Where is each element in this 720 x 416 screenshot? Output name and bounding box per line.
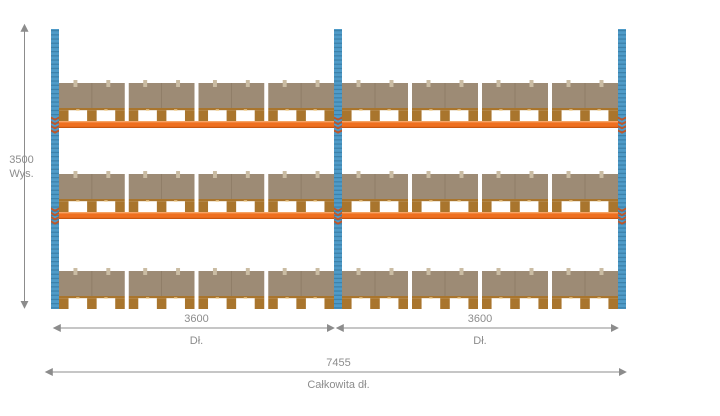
svg-text:Wys.: Wys. [9, 168, 33, 180]
svg-text:3500: 3500 [9, 154, 33, 166]
svg-text:Dł.: Dł. [190, 335, 203, 347]
svg-text:3600: 3600 [184, 313, 208, 325]
svg-text:3600: 3600 [468, 313, 492, 325]
svg-text:Dł.: Dł. [473, 335, 486, 347]
svg-text:7455: 7455 [326, 357, 350, 369]
svg-text:Całkowita dł.: Całkowita dł. [307, 379, 369, 391]
